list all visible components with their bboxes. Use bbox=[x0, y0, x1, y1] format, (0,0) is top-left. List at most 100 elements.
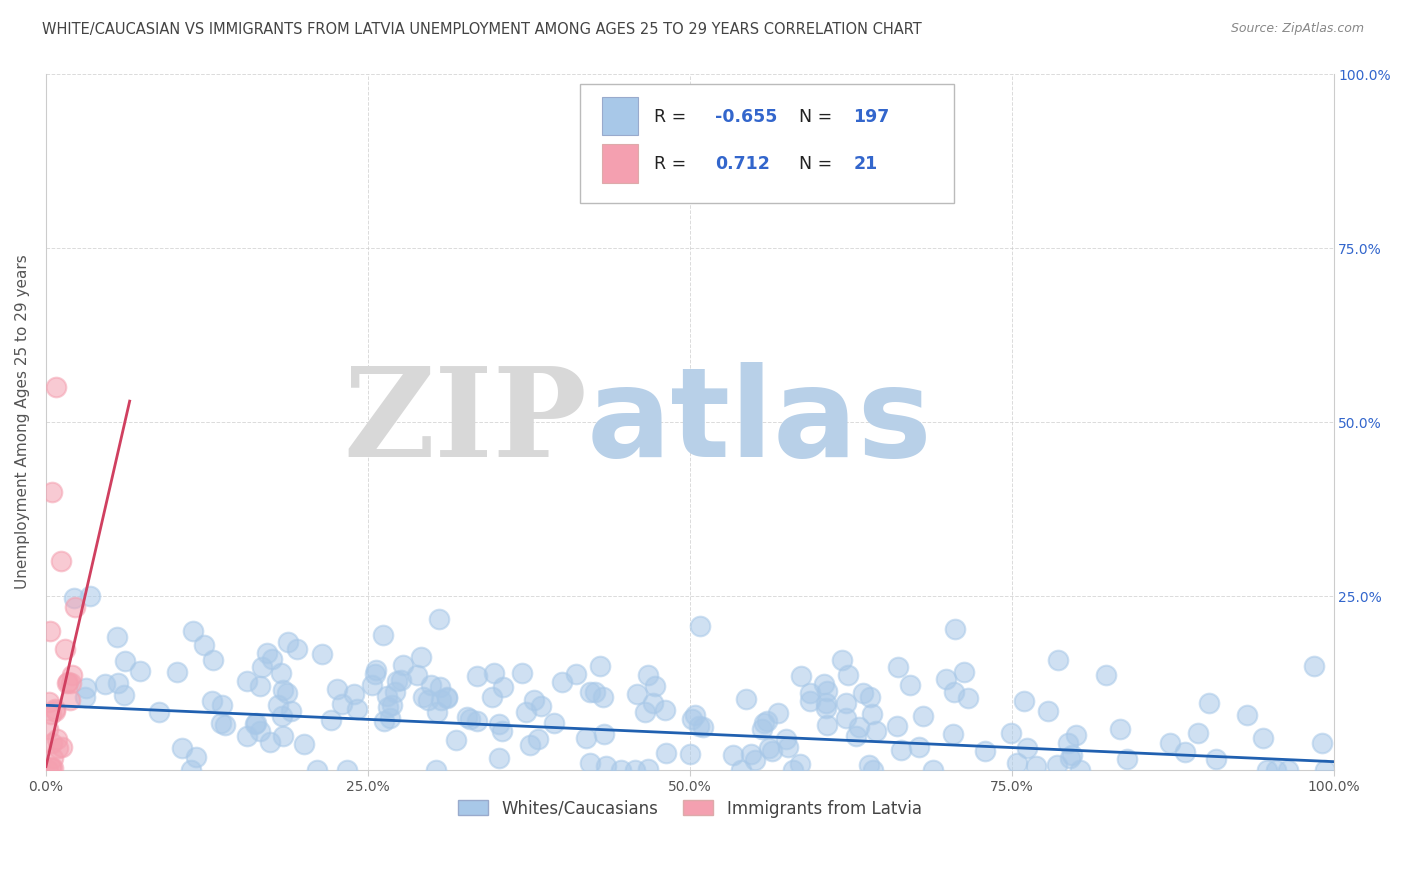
Point bbox=[641, 696, 664, 710]
Point bbox=[973, 743, 995, 757]
Point bbox=[250, 660, 273, 674]
Point bbox=[60, 675, 83, 690]
Point bbox=[1277, 763, 1299, 777]
Point bbox=[56, 676, 79, 690]
Point bbox=[1056, 736, 1078, 750]
Point bbox=[39, 761, 62, 775]
Point bbox=[416, 692, 439, 706]
Point bbox=[862, 707, 884, 722]
Point bbox=[375, 689, 398, 703]
Point bbox=[270, 709, 292, 723]
Point bbox=[689, 619, 711, 633]
Point bbox=[815, 683, 838, 698]
Point bbox=[1046, 758, 1069, 772]
Point bbox=[107, 676, 129, 690]
Point bbox=[890, 743, 912, 757]
Point bbox=[799, 686, 821, 700]
Point bbox=[595, 758, 617, 772]
Point bbox=[44, 704, 66, 718]
Point bbox=[1198, 696, 1220, 710]
Point bbox=[609, 763, 631, 777]
Text: Source: ZipAtlas.com: Source: ZipAtlas.com bbox=[1230, 22, 1364, 36]
Point bbox=[38, 695, 60, 709]
Point bbox=[75, 690, 97, 704]
FancyBboxPatch shape bbox=[581, 85, 953, 202]
Point bbox=[515, 706, 537, 720]
Point bbox=[37, 763, 59, 777]
Point bbox=[1012, 694, 1035, 708]
Point bbox=[292, 737, 315, 751]
Point bbox=[245, 716, 267, 731]
Point bbox=[211, 698, 233, 713]
Point bbox=[492, 681, 515, 695]
Point bbox=[377, 700, 399, 714]
Point bbox=[371, 628, 394, 642]
Point bbox=[752, 716, 775, 731]
Point bbox=[510, 666, 533, 681]
Point bbox=[262, 652, 284, 666]
Point bbox=[491, 724, 513, 739]
Point bbox=[271, 729, 294, 743]
Point bbox=[1174, 745, 1197, 759]
Text: N =: N = bbox=[799, 155, 838, 174]
Text: 197: 197 bbox=[853, 108, 890, 126]
Point bbox=[655, 746, 678, 760]
Y-axis label: Unemployment Among Ages 25 to 29 years: Unemployment Among Ages 25 to 29 years bbox=[15, 254, 30, 590]
Point bbox=[1236, 708, 1258, 723]
Point bbox=[420, 678, 443, 692]
Point bbox=[193, 638, 215, 652]
Point bbox=[430, 693, 453, 707]
Point bbox=[1109, 723, 1132, 737]
Point bbox=[682, 712, 704, 726]
Point bbox=[37, 722, 59, 736]
Point bbox=[637, 762, 659, 776]
Point bbox=[740, 747, 762, 761]
Point bbox=[51, 554, 73, 568]
Point bbox=[267, 698, 290, 712]
Point bbox=[1094, 668, 1116, 682]
Point bbox=[425, 763, 447, 777]
Point bbox=[862, 763, 884, 777]
Point bbox=[236, 729, 259, 743]
Point bbox=[202, 653, 225, 667]
Point bbox=[45, 731, 67, 746]
Point bbox=[858, 758, 880, 772]
Point bbox=[180, 763, 202, 777]
Point bbox=[644, 679, 666, 693]
Point bbox=[38, 624, 60, 638]
Point bbox=[921, 763, 943, 777]
Point bbox=[276, 686, 298, 700]
Point bbox=[39, 707, 62, 722]
Point bbox=[837, 668, 859, 682]
Point bbox=[45, 380, 67, 394]
Point bbox=[41, 736, 63, 750]
Point bbox=[744, 753, 766, 767]
Point bbox=[1313, 763, 1336, 777]
Point bbox=[330, 697, 353, 711]
Point bbox=[436, 690, 458, 704]
Text: N =: N = bbox=[799, 108, 838, 126]
Point bbox=[364, 663, 387, 677]
Point bbox=[588, 658, 610, 673]
Point bbox=[778, 739, 800, 754]
Point bbox=[51, 739, 73, 754]
Point bbox=[775, 732, 797, 747]
Point bbox=[942, 685, 965, 699]
Point bbox=[755, 714, 778, 728]
Point bbox=[56, 675, 79, 690]
Point bbox=[592, 727, 614, 741]
Point bbox=[270, 666, 292, 681]
Point bbox=[65, 599, 87, 614]
Point bbox=[411, 650, 433, 665]
Point bbox=[523, 693, 546, 707]
Point bbox=[129, 664, 152, 678]
Point bbox=[481, 690, 503, 704]
Point bbox=[336, 763, 359, 777]
Point bbox=[384, 684, 406, 698]
Legend: Whites/Caucasians, Immigrants from Latvia: Whites/Caucasians, Immigrants from Latvi… bbox=[451, 793, 928, 824]
Point bbox=[730, 763, 752, 777]
Point bbox=[530, 699, 553, 714]
Point bbox=[583, 685, 606, 699]
Point bbox=[1069, 763, 1091, 777]
Text: 0.712: 0.712 bbox=[716, 155, 770, 174]
